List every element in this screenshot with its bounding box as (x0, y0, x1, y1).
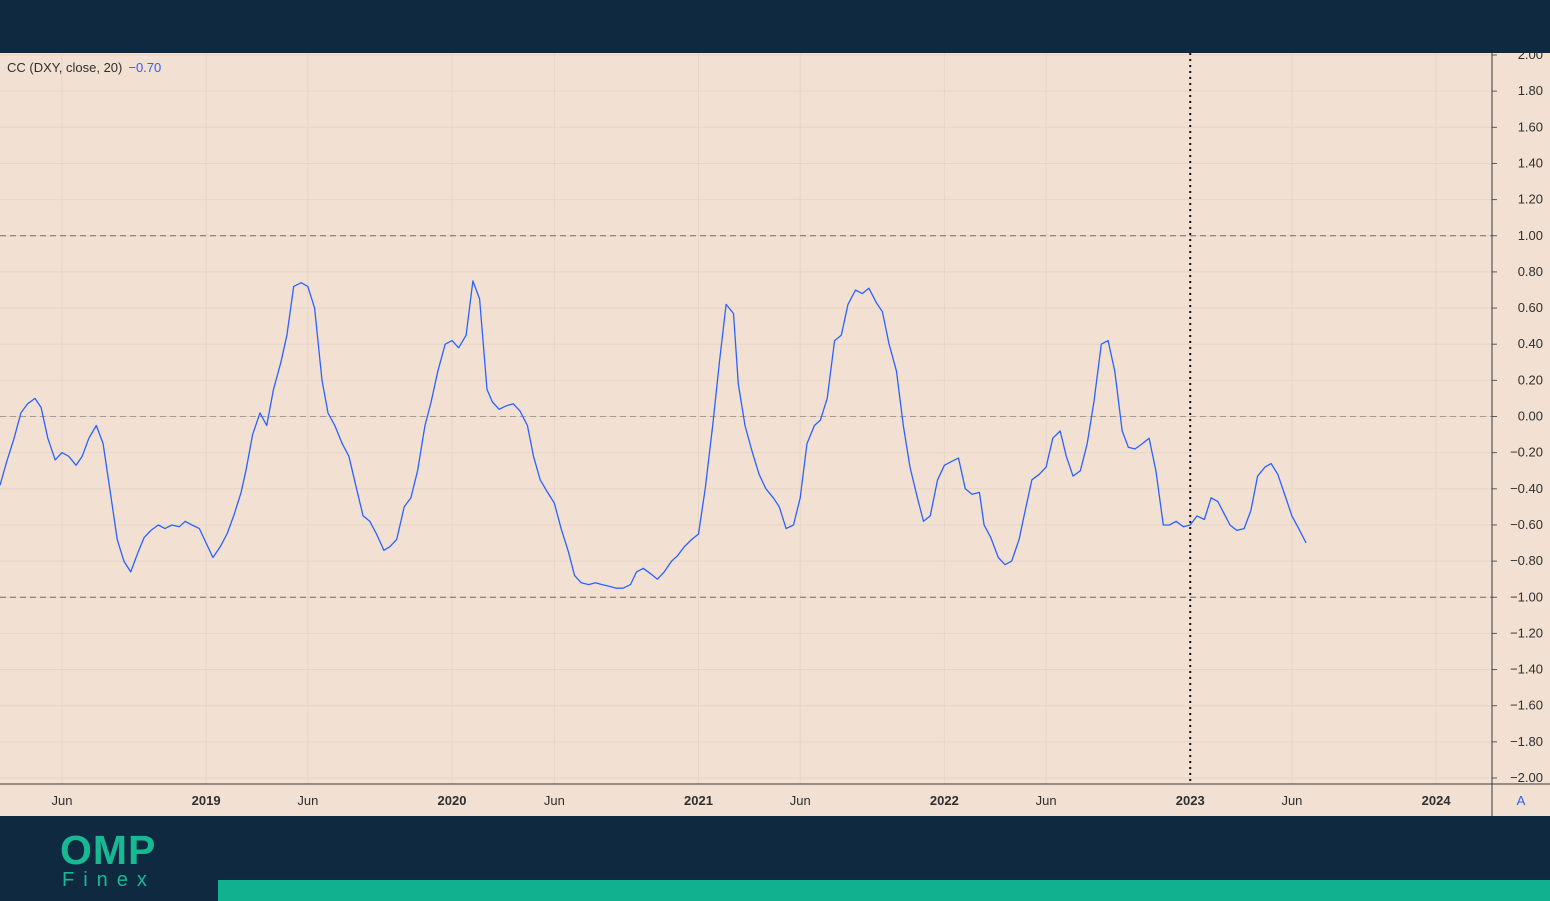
y-tick-label: 1.00 (1518, 228, 1543, 243)
brand-name: OMP (60, 827, 157, 873)
y-tick-label: 0.00 (1518, 409, 1543, 424)
x-tick-label: Jun (790, 793, 811, 808)
grid-layer (0, 53, 1492, 784)
y-tick-label: 2.00 (1518, 53, 1543, 62)
y-tick-label: 0.20 (1518, 372, 1543, 387)
y-tick-label: −1.20 (1510, 625, 1543, 640)
series-layer (0, 280, 1307, 589)
x-tick-label: 2022 (930, 793, 959, 808)
x-tick-label: Jun (1036, 793, 1057, 808)
top-bar (0, 0, 1550, 53)
y-tick-label: −2.00 (1510, 770, 1543, 785)
y-tick-label: −0.20 (1510, 445, 1543, 460)
y-tick-label: −0.40 (1510, 481, 1543, 496)
y-tick-label: 0.80 (1518, 264, 1543, 279)
x-tick-label: Jun (51, 793, 72, 808)
y-tick-label: −1.00 (1510, 589, 1543, 604)
y-tick-label: −0.60 (1510, 517, 1543, 532)
brand-tagline: Finex (62, 869, 156, 891)
footer: OMP Finex (0, 816, 1550, 901)
x-tick-label: 2021 (684, 793, 713, 808)
autoscale-button-label[interactable]: A (1517, 793, 1526, 808)
indicator-value: −0.70 (128, 60, 162, 75)
price-scale[interactable]: 2.00 1.80 1.60 1.40 1.20 1.00 0.80 0.60 0.40 0.20… (1491, 53, 1543, 816)
y-tick-label: 0.40 (1518, 336, 1543, 351)
y-tick-label: −1.60 (1510, 698, 1543, 713)
y-tick-label: −1.80 (1510, 734, 1543, 749)
x-tick-label: Jun (297, 793, 318, 808)
indicator-title: CC (DXY, close, 20) (7, 60, 123, 75)
indicator-legend[interactable]: CC (DXY, close, 20) −0.70 (7, 60, 161, 75)
series-line (0, 280, 1307, 589)
y-tick-label: 1.60 (1518, 119, 1543, 134)
chart-area[interactable]: 2.00 1.80 1.60 1.40 1.20 1.00 0.80 0.60 0.40 0.20… (0, 53, 1550, 816)
reference-lines (0, 235, 1492, 598)
time-scale[interactable]: Jun 2019 Jun 2020 Jun 2021 Jun 2022 Jun 2023 Jun 20… (0, 783, 1550, 808)
x-tick-label: Jun (1281, 793, 1302, 808)
y-tick-label: −0.80 (1510, 553, 1543, 568)
y-tick-label: 1.40 (1518, 155, 1543, 170)
x-tick-label: Jun (544, 793, 565, 808)
footer-stripe (218, 880, 1550, 901)
y-tick-label: 0.60 (1518, 300, 1543, 315)
chart-svg[interactable]: 2.00 1.80 1.60 1.40 1.20 1.00 0.80 0.60 0.40 0.20… (0, 53, 1550, 816)
x-tick-label: 2019 (192, 793, 221, 808)
brand-logo: OMP Finex (60, 827, 157, 891)
y-tick-label: 1.20 (1518, 192, 1543, 207)
x-tick-label: 2020 (438, 793, 467, 808)
x-tick-label: 2023 (1176, 793, 1205, 808)
y-tick-label: −1.40 (1510, 662, 1543, 677)
x-tick-label: 2024 (1422, 793, 1452, 808)
y-tick-label: 1.80 (1518, 83, 1543, 98)
